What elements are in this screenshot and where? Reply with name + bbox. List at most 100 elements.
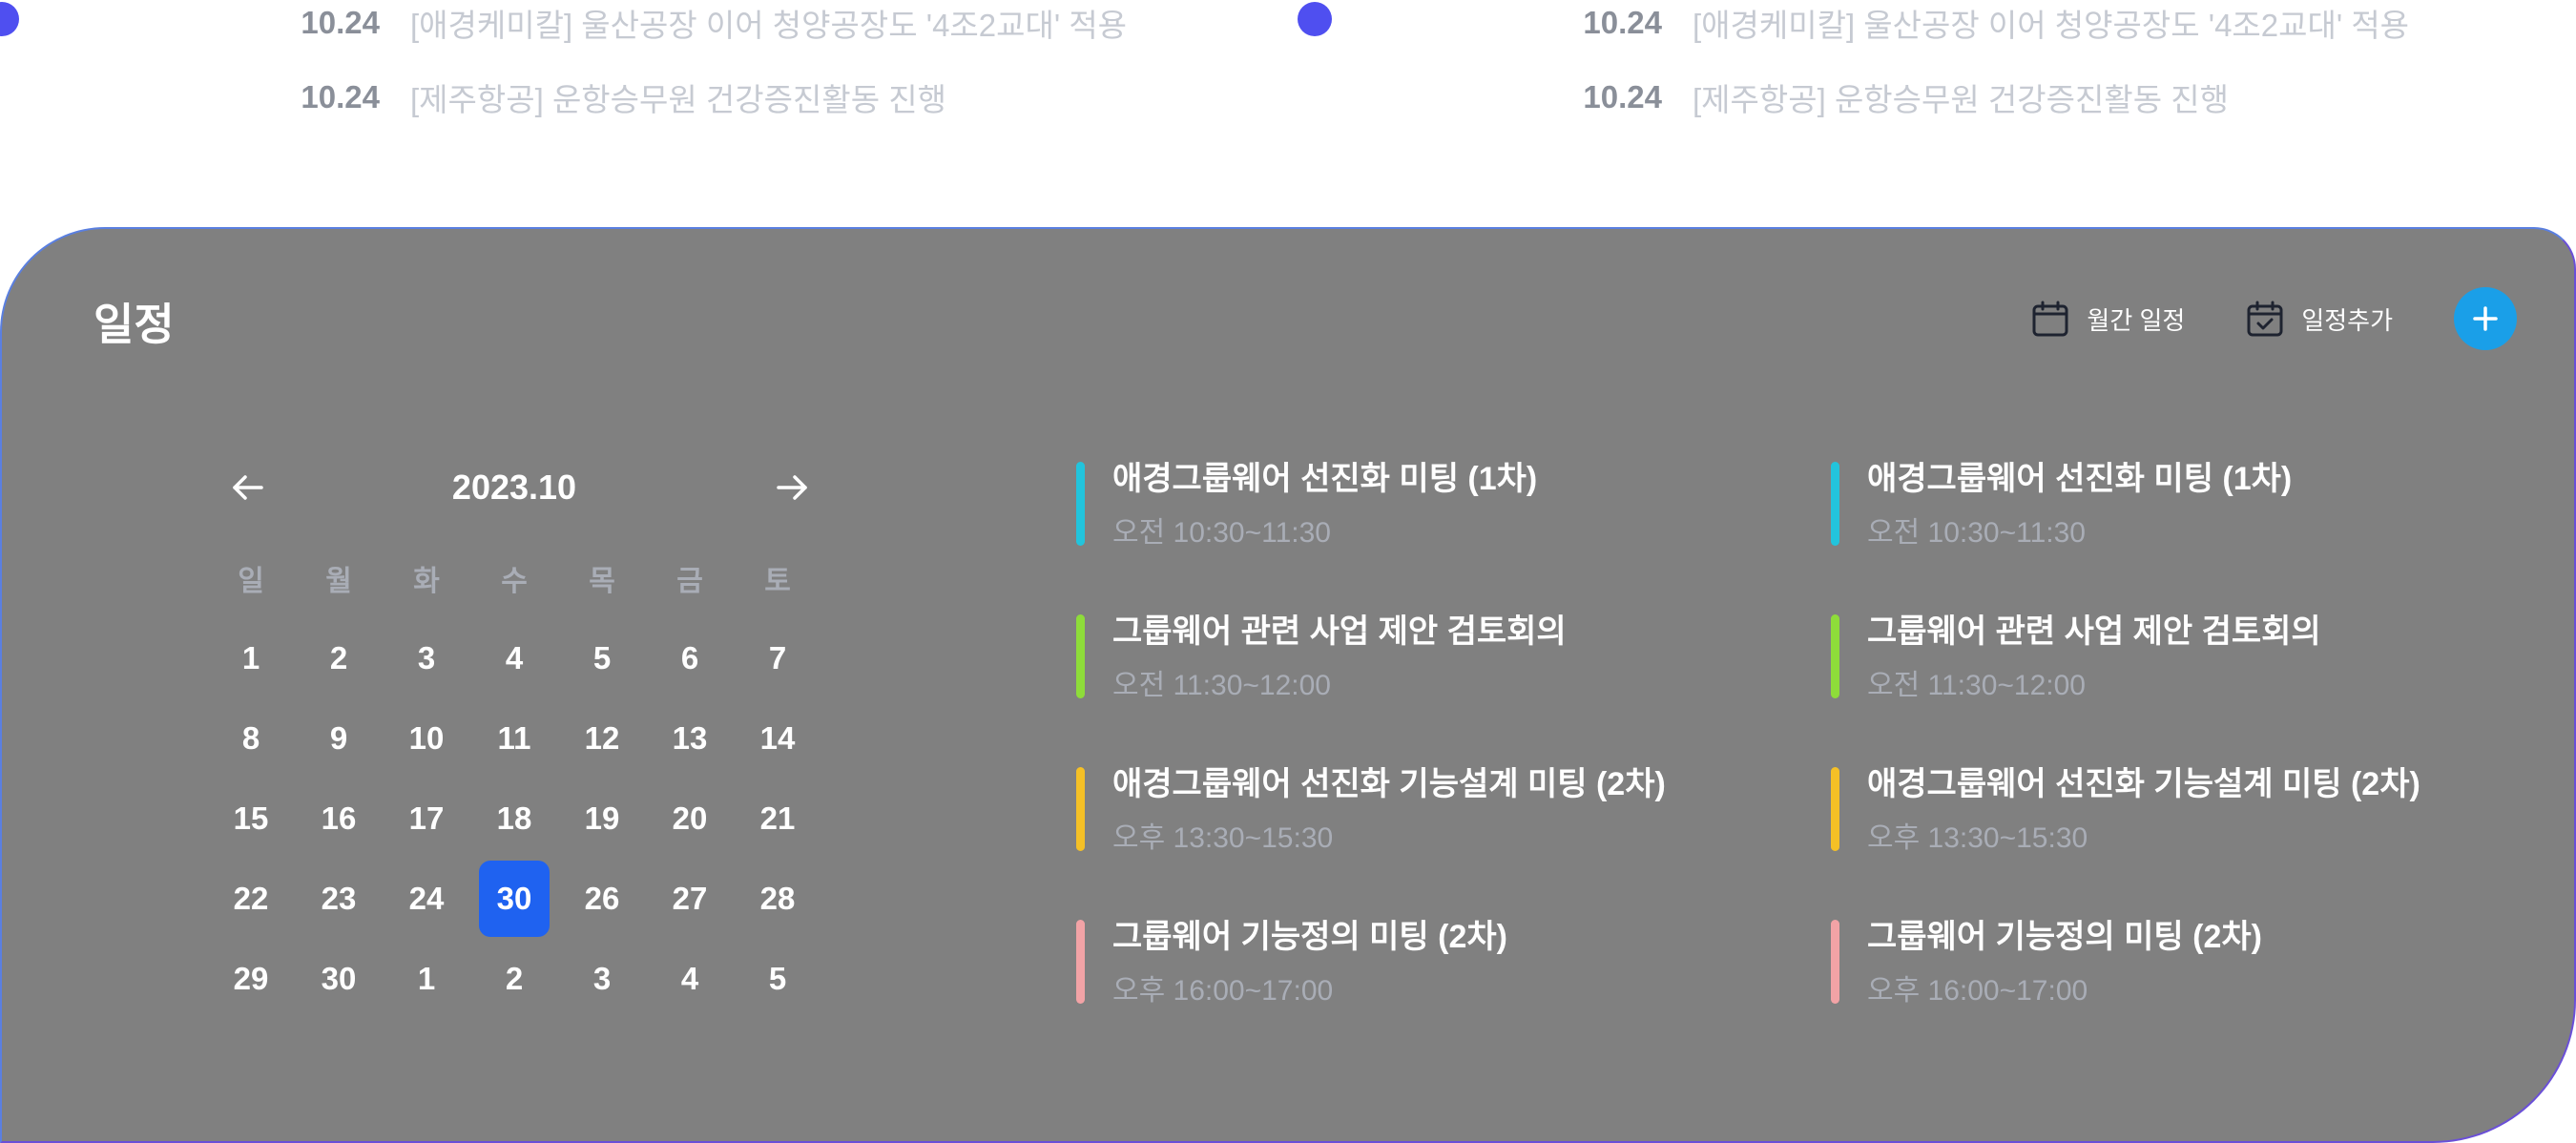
- calendar-day[interactable]: 19: [558, 779, 646, 859]
- calendar-day[interactable]: 28: [734, 859, 821, 939]
- arrow-right-icon: [777, 475, 807, 500]
- monthly-schedule-label: 월간 일정: [2087, 305, 2186, 335]
- event-time: 오후 13:30~15:30: [1867, 822, 2088, 854]
- calendar-day-number: 18: [496, 800, 532, 836]
- event-color-bar: [1831, 920, 1839, 1004]
- news-item[interactable]: 10.24 [제주항공] 운항승무원 건강증진활동 진행: [1313, 78, 2229, 117]
- calendar-day-number: 21: [759, 800, 796, 836]
- calendar-day[interactable]: 12: [558, 698, 646, 779]
- calendar-day[interactable]: 30: [295, 939, 383, 1019]
- calendar-day[interactable]: 14: [734, 698, 821, 779]
- event-item[interactable]: 애경그룹웨어 선진화 기능설계 미팅 (2차) 오후 13:30~15:30: [1076, 754, 1801, 906]
- event-time: 오후 16:00~17:00: [1112, 975, 1334, 1007]
- plus-icon: [2473, 306, 2498, 331]
- calendar-day[interactable]: 1: [207, 618, 295, 698]
- event-color-bar: [1831, 462, 1839, 546]
- calendar-day[interactable]: 22: [207, 859, 295, 939]
- calendar-day-number: 26: [584, 881, 620, 916]
- news-item[interactable]: 10.24 [애경케미칼] 울산공장 이어 청양공장도 '4조2교대' 적용: [1313, 4, 2409, 43]
- event-list: 애경그룹웨어 선진화 미팅 (1차) 오전 10:30~11:30 그룹웨어 관련 …: [1076, 448, 1801, 1059]
- calendar-day[interactable]: 5: [734, 939, 821, 1019]
- calendar-day[interactable]: 24: [383, 859, 470, 939]
- calendar-day-number: 8: [241, 720, 260, 756]
- event-item[interactable]: 그룹웨어 관련 사업 제안 검토회의 오전 11:30~12:00: [1076, 601, 1801, 754]
- weekday-header: 금: [676, 566, 703, 597]
- add-schedule-button[interactable]: 일정추가: [2246, 300, 2393, 338]
- event-title: 그룹웨어 기능정의 미팅 (2차): [1867, 919, 2262, 955]
- calendar-day[interactable]: 6: [646, 618, 734, 698]
- calendar-day-number: 7: [768, 640, 787, 675]
- event-item[interactable]: 그룹웨어 기능정의 미팅 (2차) 오후 16:00~17:00: [1831, 906, 2556, 1059]
- calendar-day[interactable]: 29: [207, 939, 295, 1019]
- event-item[interactable]: 애경그룹웨어 선진화 미팅 (1차) 오전 10:30~11:30: [1076, 448, 1801, 601]
- calendar-day-number: 27: [672, 881, 708, 916]
- calendar-day[interactable]: 10: [383, 698, 470, 779]
- calendar-day-number: 14: [759, 720, 796, 756]
- event-title: 애경그룹웨어 선진화 미팅 (1차): [1867, 461, 2293, 497]
- calendar-day[interactable]: 2: [470, 939, 558, 1019]
- calendar-day[interactable]: 3: [558, 939, 646, 1019]
- event-title: 그룹웨어 관련 사업 제안 검토회의: [1867, 613, 2321, 650]
- calendar-day-number: 3: [417, 640, 436, 675]
- news-date: 10.24: [1583, 5, 1662, 40]
- news-date: 10.24: [1583, 79, 1662, 114]
- calendar-day-number: 16: [321, 800, 357, 836]
- next-month-button[interactable]: [768, 464, 816, 511]
- news-column-right: 10.24 [애경케미칼] 울산공장 이어 청양공장도 '4조2교대' 적용 1…: [1298, 0, 2576, 134]
- news-date: 10.24: [301, 79, 380, 114]
- event-time: 오전 11:30~12:00: [1112, 670, 1331, 701]
- event-color-bar: [1831, 614, 1839, 698]
- news-date: 10.24: [301, 5, 380, 40]
- event-time: 오전 10:30~11:30: [1112, 517, 1331, 549]
- calendar-day[interactable]: 18: [470, 779, 558, 859]
- calendar-day-number: 22: [233, 881, 269, 916]
- calendar-day-number: 4: [680, 961, 699, 996]
- calendar-day[interactable]: 26: [558, 859, 646, 939]
- news-title[interactable]: [제주항공] 운항승무원 건강증진활동 진행: [410, 82, 946, 117]
- calendar-header: 2023.10: [207, 458, 821, 517]
- calendar-day[interactable]: 16: [295, 779, 383, 859]
- weekday-header: 일: [238, 566, 264, 597]
- calendar-day[interactable]: 27: [646, 859, 734, 939]
- calendar-day[interactable]: 13: [646, 698, 734, 779]
- calendar-day[interactable]: 2: [295, 618, 383, 698]
- calendar-day-selected[interactable]: 30: [470, 859, 558, 939]
- news-title[interactable]: [애경케미칼] 울산공장 이어 청양공장도 '4조2교대' 적용: [1693, 8, 2410, 43]
- mini-calendar: 2023.10 일 월 화 수 목 금 토 1 2 3 4 5 6 7 8 9 10 11 12 13 14 15 16 17…: [207, 458, 821, 1019]
- calendar-day-number: 28: [759, 881, 796, 916]
- event-item[interactable]: 그룹웨어 관련 사업 제안 검토회의 오전 11:30~12:00: [1831, 601, 2556, 754]
- news-title[interactable]: [제주항공] 운항승무원 건강증진활동 진행: [1693, 82, 2229, 117]
- calendar-day[interactable]: 21: [734, 779, 821, 859]
- calendar-day[interactable]: 5: [558, 618, 646, 698]
- news-title[interactable]: [애경케미칼] 울산공장 이어 청양공장도 '4조2교대' 적용: [410, 8, 1128, 43]
- calendar-day[interactable]: 9: [295, 698, 383, 779]
- calendar-day-number: 9: [329, 720, 348, 756]
- news-item[interactable]: 10.24 [애경케미칼] 울산공장 이어 청양공장도 '4조2교대' 적용: [0, 4, 1127, 43]
- event-title: 애경그룹웨어 선진화 기능설계 미팅 (2차): [1867, 766, 2420, 802]
- calendar-day[interactable]: 1: [383, 939, 470, 1019]
- calendar-day[interactable]: 17: [383, 779, 470, 859]
- calendar-day-number: 20: [672, 800, 708, 836]
- calendar-day[interactable]: 4: [646, 939, 734, 1019]
- calendar-day[interactable]: 8: [207, 698, 295, 779]
- monthly-schedule-button[interactable]: 월간 일정: [2031, 300, 2185, 338]
- event-time: 오후 16:00~17:00: [1867, 975, 2088, 1007]
- event-item[interactable]: 애경그룹웨어 선진화 기능설계 미팅 (2차) 오후 13:30~15:30: [1831, 754, 2556, 906]
- calendar-day[interactable]: 3: [383, 618, 470, 698]
- event-item[interactable]: 애경그룹웨어 선진화 미팅 (1차) 오전 10:30~11:30: [1831, 448, 2556, 601]
- weekday-header: 월: [325, 566, 352, 597]
- calendar-day[interactable]: 20: [646, 779, 734, 859]
- calendar-day-number: 1: [241, 640, 260, 675]
- add-button[interactable]: [2454, 287, 2517, 350]
- calendar-day[interactable]: 11: [470, 698, 558, 779]
- event-title: 애경그룹웨어 선진화 기능설계 미팅 (2차): [1112, 766, 1666, 802]
- calendar-day[interactable]: 4: [470, 618, 558, 698]
- calendar-day[interactable]: 7: [734, 618, 821, 698]
- calendar-day-number: 4: [505, 640, 524, 675]
- calendar-day[interactable]: 15: [207, 779, 295, 859]
- news-item[interactable]: 10.24 [제주항공] 운항승무원 건강증진활동 진행: [0, 78, 946, 117]
- weekday-header: 수: [501, 566, 528, 597]
- calendar-day[interactable]: 23: [295, 859, 383, 939]
- event-item[interactable]: 그룹웨어 기능정의 미팅 (2차) 오후 16:00~17:00: [1076, 906, 1801, 1059]
- prev-month-button[interactable]: [224, 464, 272, 511]
